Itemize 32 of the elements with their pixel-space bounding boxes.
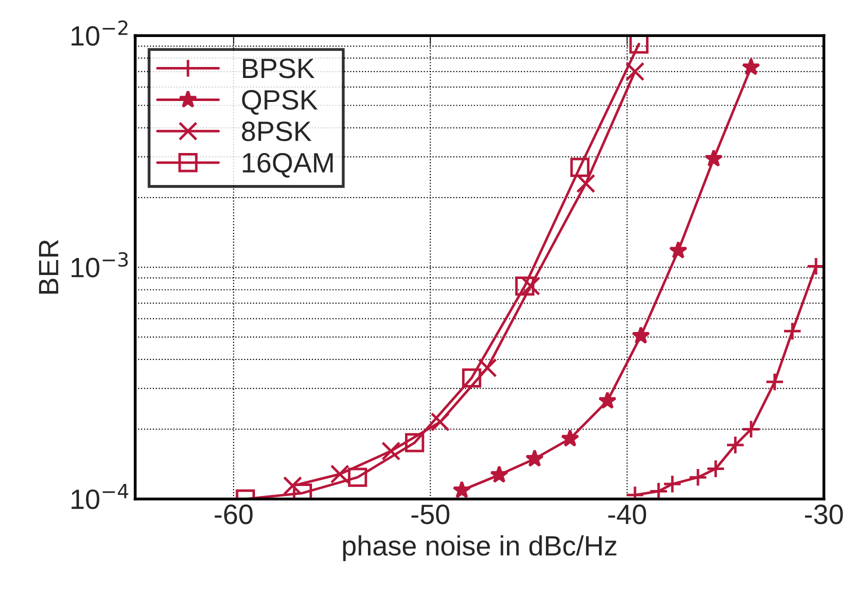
point [576, 174, 596, 194]
point [515, 276, 534, 296]
y-tick-label: 10$^{−3}$ [72, 252, 128, 278]
point [570, 158, 590, 177]
point [283, 476, 302, 496]
x-tick-label: -40 [608, 504, 646, 524]
point [462, 368, 482, 388]
point [704, 149, 723, 167]
point [348, 468, 368, 487]
legend-label: QPSK [242, 90, 318, 115]
x-tick-label: -50 [412, 504, 450, 524]
point [405, 433, 424, 452]
point [742, 58, 760, 76]
y-axis-title: BER [39, 240, 58, 294]
legend-label: BPSK [243, 58, 315, 78]
x-tick-label: -60 [214, 504, 253, 524]
y-tick-label: 10$^{−4}$ [72, 484, 128, 510]
point [625, 62, 645, 82]
point [381, 441, 401, 461]
point [632, 326, 650, 344]
y-tick-label: 10$^{−2}$ [72, 20, 128, 46]
point [525, 449, 544, 467]
point [452, 480, 472, 498]
x-tick-label: -30 [805, 504, 843, 524]
legend-label: 8PSK [242, 121, 312, 142]
legend-label: 16QAM [242, 152, 333, 178]
x-axis-title: phase noise in dBc/Hz [343, 535, 616, 562]
point [560, 429, 580, 447]
point [598, 391, 617, 409]
point [490, 465, 508, 483]
point [330, 464, 350, 484]
point [669, 241, 688, 259]
